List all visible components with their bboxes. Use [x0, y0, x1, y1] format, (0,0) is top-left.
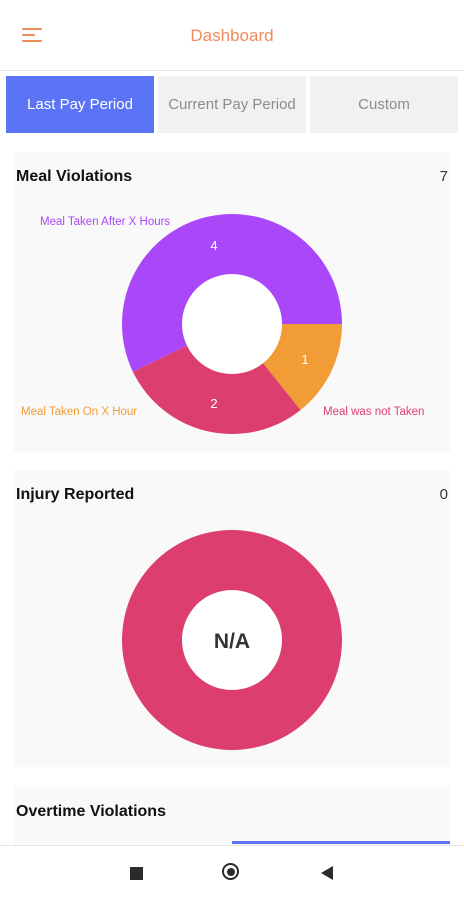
legend-meal-on-x-hour: Meal Taken On X Hour — [21, 406, 138, 418]
overtime-chart-edge — [232, 841, 450, 844]
pie-slice-meal-was-not-taken — [132, 324, 301, 435]
meal-violations-count: 7 — [439, 168, 448, 185]
meal-donut-hole — [182, 274, 282, 374]
tab-current-pay-period[interactable]: Current Pay Period — [158, 76, 306, 133]
injury-reported-donut-chart: N/A — [122, 530, 342, 750]
system-navigation-bar — [0, 845, 464, 901]
overtime-violations-card: Overtime Violations — [14, 787, 450, 845]
triangle-back-icon[interactable] — [320, 865, 334, 881]
injury-donut-hole — [182, 590, 282, 690]
tab-custom[interactable]: Custom — [310, 76, 458, 133]
hamburger-menu-icon[interactable] — [22, 28, 44, 46]
page-title: Dashboard — [190, 26, 274, 45]
overtime-violations-title: Overtime Violations — [16, 803, 166, 820]
legend-meal-after-x-hours: Meal Taken After X Hours — [40, 216, 171, 228]
injury-reported-card: Injury Reported 0 N/A — [14, 470, 450, 767]
injury-reported-count: 0 — [439, 486, 448, 503]
circle-home-icon[interactable] — [222, 863, 239, 880]
injury-reported-title: Injury Reported — [16, 486, 135, 503]
pie-value-label: 2 — [210, 396, 217, 411]
meal-violations-card: Meal Violations 7 4 2 1 Meal Taken After X… — [14, 152, 450, 452]
legend-meal-not-taken: Meal was not Taken — [323, 406, 425, 418]
period-tabs: Last Pay Period Current Pay Period Custo… — [6, 76, 458, 133]
app-header: Dashboard — [0, 0, 464, 71]
tab-last-pay-period[interactable]: Last Pay Period — [6, 76, 154, 133]
square-icon[interactable] — [130, 867, 143, 880]
pie-value-label: 4 — [210, 238, 217, 253]
meal-violations-donut-chart: 4 2 1 — [122, 214, 342, 435]
meal-violations-title: Meal Violations — [16, 168, 133, 185]
pie-value-label: 1 — [301, 352, 308, 367]
injury-donut-center-text: N/A — [214, 630, 250, 653]
